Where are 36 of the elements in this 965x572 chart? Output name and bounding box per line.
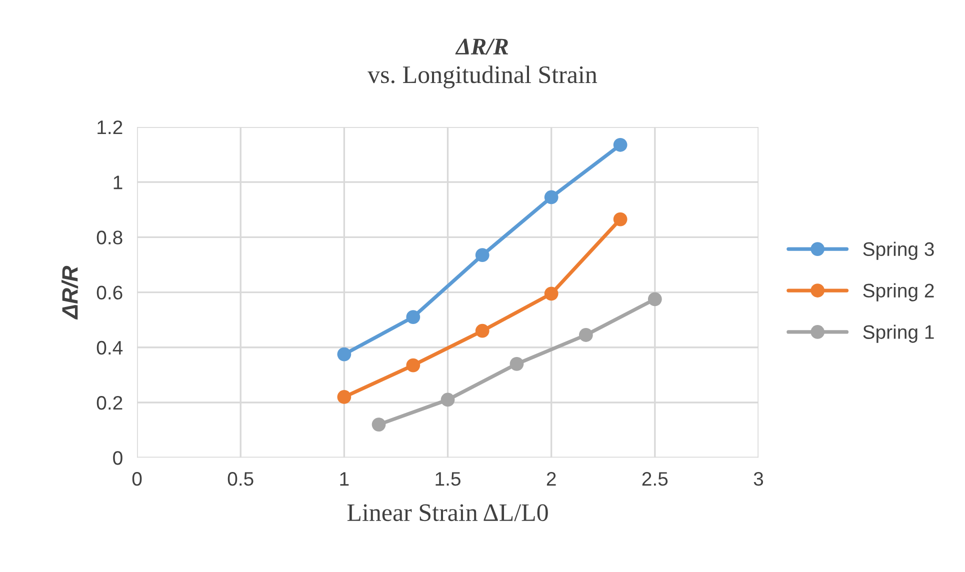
y-axis-title: ΔR/R [62, 266, 78, 320]
x-tick-label: 0.5 [228, 472, 254, 486]
y-tick-label: 0.8 [96, 230, 122, 244]
point [544, 190, 558, 204]
y-tick-label: 0.2 [96, 396, 122, 410]
legend-label: Spring 3 [863, 242, 934, 260]
point [406, 358, 420, 372]
chart-title: ΔR/R [455, 38, 508, 55]
point [337, 390, 352, 404]
point [440, 392, 455, 407]
point [372, 418, 386, 432]
point [475, 248, 490, 262]
point [475, 324, 490, 338]
y-tick-label: 1.2 [98, 120, 122, 134]
x-tick-label: 1.5 [436, 472, 460, 486]
x-tick-label: 2.5 [642, 472, 668, 486]
y-tick-label: 0 [113, 451, 122, 465]
legend-label: Spring 2 [863, 283, 934, 302]
y-tick-label: 0.6 [96, 286, 122, 300]
point [613, 138, 628, 152]
x-tick-label: 0 [132, 472, 142, 486]
point [337, 347, 352, 362]
point [578, 328, 593, 342]
x-tick-label: 3 [754, 472, 764, 486]
legend-label: Spring 1 [863, 324, 934, 343]
point [613, 212, 628, 226]
point [406, 310, 420, 324]
y-tick-label: 1 [114, 176, 122, 190]
x-tick-label: 2 [546, 472, 556, 486]
point [510, 356, 524, 371]
y-tick-label: 0.4 [96, 340, 123, 355]
x-axis-title: Linear Strain ΔL/L0 [347, 504, 548, 522]
point [544, 286, 558, 301]
chart-subtitle: vs. Longitudinal Strain [368, 66, 598, 88]
point [648, 292, 662, 306]
x-tick-label: 1 [340, 472, 349, 486]
